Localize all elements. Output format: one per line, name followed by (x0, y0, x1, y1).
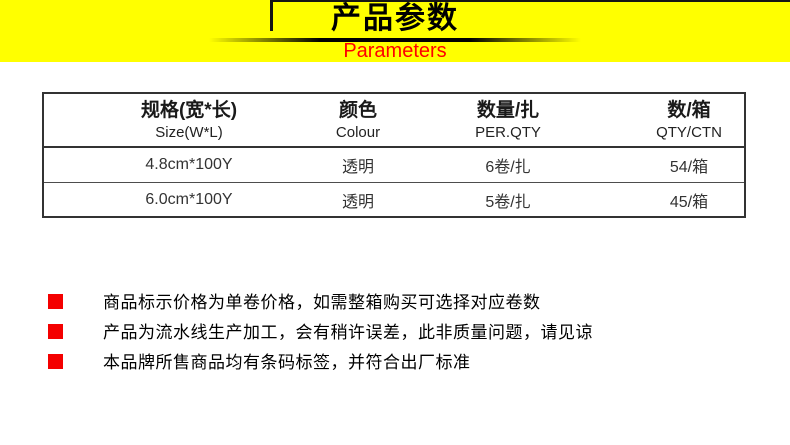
col-header-qty-ctn: 数/箱 QTY/CTN (634, 94, 744, 146)
col-header-colour-en: Colour (335, 123, 381, 141)
table-row: 4.8cm*100Y 透明 6卷/扎 54/箱 (44, 148, 744, 182)
col-header-colour: 颜色 Colour (334, 94, 382, 146)
parameters-banner: 产品参数 Parameters (0, 0, 790, 62)
cell-per-qty: 6卷/扎 (485, 159, 531, 176)
col-header-size-zh: 规格(宽*长) (140, 99, 238, 121)
list-item: 产品为流水线生产加工，会有稍许误差，此非质量问题，请见谅 (48, 320, 593, 342)
cell-size: 6.0cm*100Y (145, 190, 233, 208)
col-header-size: 规格(宽*长) Size(W*L) (44, 94, 334, 146)
red-square-bullet-icon (48, 293, 63, 309)
col-header-per-qty-en: PER.QTY (475, 123, 541, 141)
col-header-per-qty-zh: 数量/扎 (476, 99, 540, 121)
spec-table-header-row: 规格(宽*长) Size(W*L) 颜色 Colour 数量/扎 PER.QTY… (44, 94, 744, 148)
banner-top-tick (270, 0, 273, 31)
spec-table: 规格(宽*长) Size(W*L) 颜色 Colour 数量/扎 PER.QTY… (42, 92, 746, 218)
col-header-qty-ctn-zh: 数/箱 (667, 99, 711, 121)
notes-list: 商品标示价格为单卷价格，如需整箱购买可选择对应卷数 产品为流水线生产加工，会有稍… (48, 290, 593, 380)
col-header-size-en: Size(W*L) (155, 123, 223, 141)
cell-qty-ctn: 45/箱 (669, 193, 709, 211)
note-text: 本品牌所售商品均有条码标签，并符合出厂标准 (103, 352, 471, 372)
cell-per-qty: 5卷/扎 (485, 193, 531, 211)
col-header-per-qty: 数量/扎 PER.QTY (382, 94, 634, 146)
cell-size: 4.8cm*100Y (145, 156, 233, 173)
note-text: 商品标示价格为单卷价格，如需整箱购买可选择对应卷数 (103, 292, 541, 312)
section-title-cn: 产品参数 (331, 2, 459, 35)
col-header-colour-zh: 颜色 (338, 99, 377, 121)
cell-colour: 透明 (341, 193, 374, 211)
title-underline (209, 38, 581, 42)
cell-qty-ctn: 54/箱 (669, 159, 709, 176)
cell-colour: 透明 (341, 159, 374, 176)
table-row: 6.0cm*100Y 透明 5卷/扎 45/箱 (44, 182, 744, 216)
red-square-bullet-icon (48, 323, 63, 339)
list-item: 商品标示价格为单卷价格，如需整箱购买可选择对应卷数 (48, 290, 593, 312)
section-title-en: Parameters (343, 40, 447, 62)
note-text: 产品为流水线生产加工，会有稍许误差，此非质量问题，请见谅 (103, 322, 593, 342)
red-square-bullet-icon (48, 353, 63, 369)
list-item: 本品牌所售商品均有条码标签，并符合出厂标准 (48, 350, 593, 372)
banner-top-line (270, 0, 790, 2)
col-header-qty-ctn-en: QTY/CTN (656, 123, 722, 141)
